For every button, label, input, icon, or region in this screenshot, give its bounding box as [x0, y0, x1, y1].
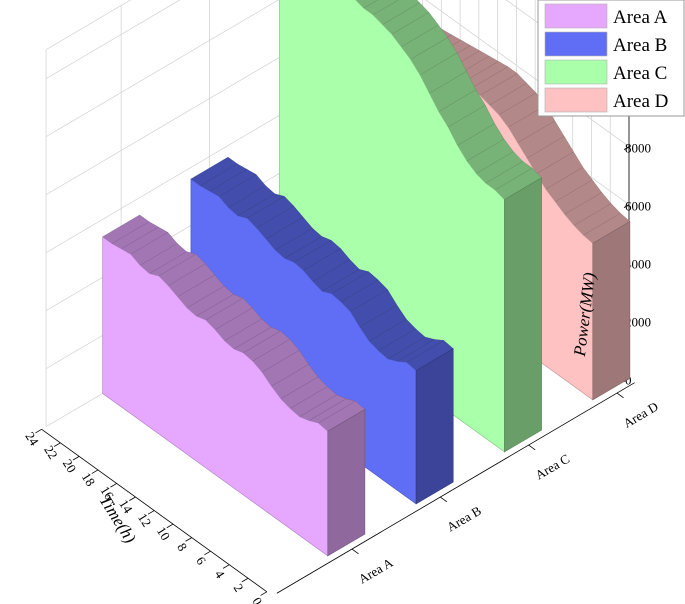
wall-end-cap	[504, 177, 542, 453]
wall-front-face	[102, 236, 329, 557]
area-tick-label-area-c: Area C	[532, 451, 572, 483]
legend-swatch-area-a	[544, 3, 608, 29]
legend-label-area-a: Area A	[613, 7, 668, 28]
x-tick-mark	[129, 496, 136, 501]
z-tick-label: 8000	[625, 141, 651, 156]
wall-end-cap	[592, 220, 631, 401]
legend-swatch-area-c	[544, 59, 608, 85]
x-tick-label: 18	[79, 470, 99, 489]
grid-line	[45, 0, 181, 80]
x-tick-label: 12	[135, 510, 155, 529]
legend-swatch-area-d	[544, 87, 608, 113]
wall-area-a	[102, 214, 366, 557]
wall-end-cap	[415, 348, 454, 505]
wall-area-c	[278, 0, 542, 453]
grid-line	[45, 0, 280, 138]
x-tick-mark	[35, 428, 42, 434]
area-axis-line	[276, 382, 635, 594]
x-tick-label: 24	[22, 429, 42, 448]
legend-label-area-c: Area C	[613, 63, 667, 84]
legend-label-area-d: Area D	[613, 91, 668, 112]
x-tick-mark	[91, 469, 99, 474]
wall-end-cap	[327, 408, 366, 557]
x-tick-label: 20	[60, 456, 80, 475]
wall-front-face	[278, 0, 505, 453]
x-tick-mark	[72, 456, 80, 461]
x-tick-mark	[185, 537, 192, 542]
z-tick-mark	[623, 204, 630, 208]
area-tick-mark	[351, 548, 359, 555]
z-tick-mark	[623, 146, 630, 150]
area-tick-label-area-b: Area B	[444, 503, 484, 535]
area-tick-mark	[440, 496, 448, 503]
z-tick-label: 6000	[625, 199, 651, 214]
legend-label-area-b: Area B	[613, 35, 667, 56]
x-tick-label: 22	[41, 443, 61, 462]
x-tick-label: 10	[154, 524, 174, 543]
x-tick-mark	[54, 442, 61, 447]
x-tick-mark	[204, 550, 211, 556]
x-tick-mark	[166, 523, 174, 529]
x-tick-label: 0	[249, 594, 265, 604]
x-tick-label: 4	[212, 567, 228, 581]
legend: Area A Area B Area C Area D	[537, 0, 685, 117]
x-tick-label: 2	[231, 581, 247, 595]
x-axis-label: Time(h)	[95, 492, 139, 547]
legend-swatch-area-b	[544, 31, 608, 57]
x-tick-label: 8	[174, 540, 190, 554]
z-tick-label: 2000	[625, 315, 651, 330]
area-tick-mark	[616, 392, 624, 399]
area-tick-label-area-a: Area A	[356, 555, 396, 587]
x-tick-mark	[222, 564, 230, 569]
x-tick-label: 6	[193, 554, 209, 568]
x-tick-mark	[241, 577, 249, 583]
z-tick-label: 0	[625, 373, 632, 388]
area-tick-label-area-d: Area D	[620, 399, 660, 431]
grid-line	[45, 0, 132, 51]
series-walls	[102, 0, 631, 557]
x-tick-mark	[147, 510, 155, 515]
x-tick-mark	[110, 483, 117, 488]
area-tick-mark	[528, 444, 536, 451]
z-tick-label: 4000	[625, 257, 651, 272]
x-tick-mark	[260, 591, 268, 596]
